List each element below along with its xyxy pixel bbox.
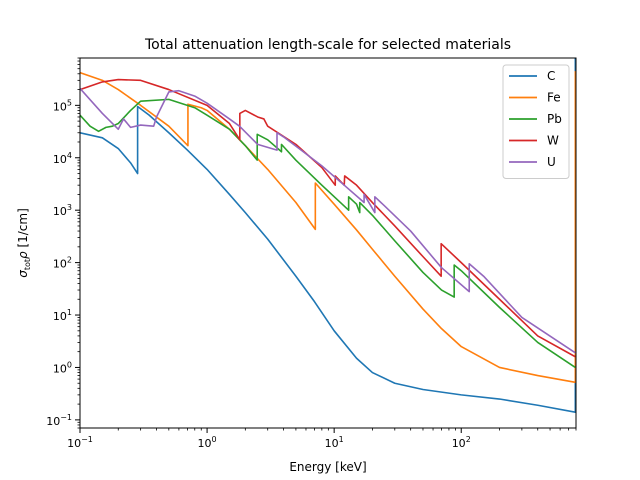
legend-label-fe: Fe	[547, 91, 561, 105]
legend-label-c: C	[547, 69, 555, 83]
x-tick-label: 101	[325, 435, 344, 450]
series-line-c	[80, 58, 576, 414]
series-line-u	[80, 87, 576, 354]
x-tick-label: 100	[198, 435, 217, 450]
y-tick-label: 10−1	[46, 413, 72, 428]
legend-label-u: U	[547, 155, 556, 169]
legend-label-w: W	[547, 134, 559, 148]
y-tick-label: 102	[53, 256, 72, 271]
x-axis: 10−1 100 101 102	[67, 428, 577, 450]
legend-box	[502, 64, 570, 179]
series-line-pb	[80, 98, 576, 369]
y-tick-label: 103	[53, 203, 72, 218]
y-axis: 10−1 100 101 102 103 104 105	[46, 57, 80, 429]
x-tick-label: 10−1	[67, 435, 93, 450]
y-tick-label: 104	[53, 151, 72, 166]
series-layer	[80, 58, 576, 414]
x-tick-label: 102	[452, 435, 471, 450]
y-tick-label: 100	[53, 360, 72, 375]
chart-title: Total attenuation length-scale for selec…	[144, 37, 511, 53]
series-line-w	[80, 78, 576, 358]
x-axis-label: Energy [keV]	[289, 460, 366, 474]
series-line-fe	[80, 71, 576, 384]
y-tick-label: 101	[53, 308, 72, 323]
y-tick-label: 105	[53, 98, 72, 113]
legend-label-pb: Pb	[547, 112, 562, 126]
plot-frame	[79, 57, 577, 429]
legend: C Fe Pb WU	[502, 64, 570, 179]
y-axis-label: σtotρ [1/cm]	[16, 208, 32, 278]
